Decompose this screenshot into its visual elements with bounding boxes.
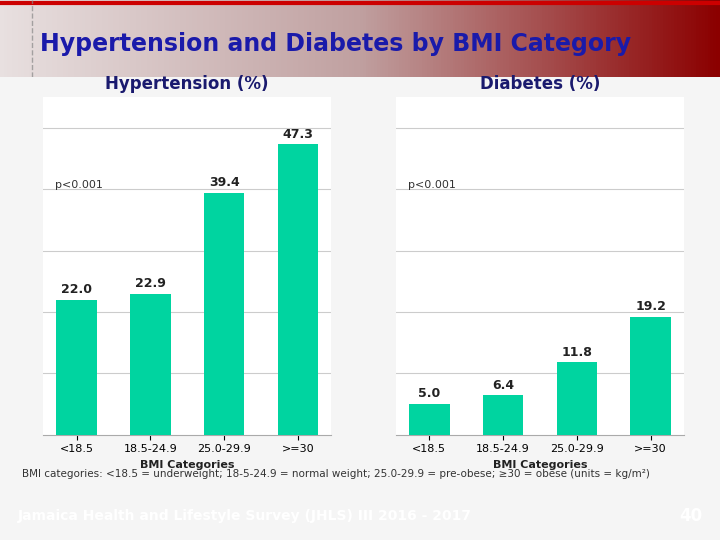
Text: p<0.001: p<0.001 [408, 180, 455, 190]
Bar [204, 193, 244, 435]
Text: 5.0: 5.0 [418, 387, 441, 400]
Text: 11.8: 11.8 [562, 346, 593, 359]
Text: 40: 40 [679, 507, 702, 525]
Bar [56, 300, 97, 435]
Bar [557, 362, 597, 435]
Title: Diabetes (%): Diabetes (%) [480, 75, 600, 93]
X-axis label: BMI Categories: BMI Categories [140, 460, 235, 470]
Text: 6.4: 6.4 [492, 379, 514, 392]
Text: 19.2: 19.2 [635, 300, 666, 313]
Bar [130, 294, 171, 435]
Text: Hypertension and Diabetes by BMI Category: Hypertension and Diabetes by BMI Categor… [40, 32, 631, 57]
X-axis label: BMI Categories: BMI Categories [492, 460, 588, 470]
Text: BMI categories: <18.5 = underweight; 18-5-24.9 = normal weight; 25.0-29.9 = pre-: BMI categories: <18.5 = underweight; 18-… [22, 469, 649, 479]
Text: Jamaica Health and Lifestyle Survey (JHLS) III 2016 - 2017: Jamaica Health and Lifestyle Survey (JHL… [18, 509, 472, 523]
Bar [483, 395, 523, 435]
Text: p<0.001: p<0.001 [55, 180, 102, 190]
Text: 39.4: 39.4 [209, 176, 240, 189]
Text: 47.3: 47.3 [282, 128, 313, 141]
Text: 22.0: 22.0 [61, 283, 92, 296]
Bar [630, 317, 671, 435]
Bar [409, 404, 450, 435]
Text: 22.9: 22.9 [135, 278, 166, 291]
Title: Hypertension (%): Hypertension (%) [105, 75, 269, 93]
Bar [277, 145, 318, 435]
